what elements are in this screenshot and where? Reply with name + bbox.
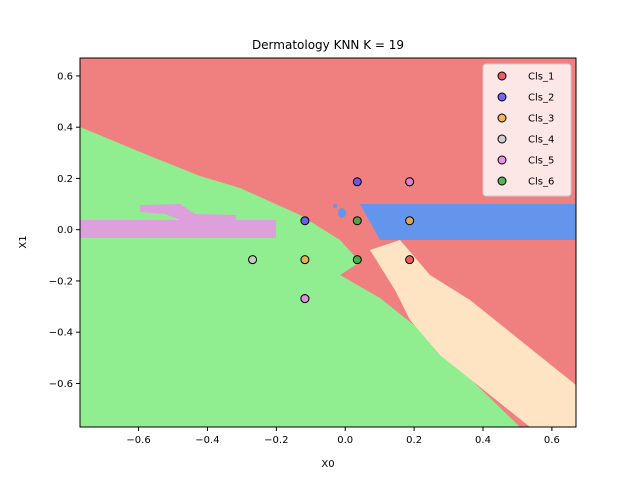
legend-marker-cls-6 [497,176,507,186]
x-tick-label: −0.6 [126,435,150,446]
region-cls-4 [370,240,576,427]
legend-marker-cls-2 [497,92,507,102]
data-points [248,177,415,304]
legend-label-cls-2: Cls_2 [528,93,554,104]
x-tick-label: 0.6 [544,435,560,446]
point-cls-6-1 [352,255,362,265]
legend-label-cls-3: Cls_3 [528,114,554,125]
point-cls-3-1 [300,255,310,265]
region-cls-2-blob-2 [333,204,337,208]
x-tick-label: 0.2 [406,435,422,446]
x-axis-label: X0 [321,459,334,470]
legend-label-cls-5: Cls_5 [528,156,554,167]
y-axis-label: X1 [18,235,29,248]
x-tick-label: 0.0 [337,435,353,446]
y-tick-label: 0.6 [57,71,73,82]
point-cls-5-1 [300,294,310,304]
y-tick-label: −0.6 [49,379,73,390]
chart-title: Dermatology KNN K = 19 [252,38,404,52]
point-cls-3-0 [405,216,415,226]
y-axis: −0.6 −0.4 −0.2 0.0 0.2 0.4 0.6 [49,71,80,390]
legend-label-cls-4: Cls_4 [528,135,554,146]
region-cls-6 [80,127,520,427]
point-cls-2-0 [352,177,362,187]
point-cls-4-1 [248,255,258,265]
point-cls-5-0 [405,177,415,187]
legend-marker-cls-5 [497,155,507,165]
region-cls-5-strip [80,220,276,238]
x-axis: −0.6 −0.4 −0.2 0.0 0.2 0.4 0.6 [126,427,560,446]
point-cls-2-1 [300,216,310,226]
plot-frame [79,57,577,428]
legend-label-cls-6: Cls_6 [528,177,554,188]
region-cls-2 [360,204,576,240]
legend-box [482,63,572,197]
legend-label-cls-1: Cls_1 [528,72,554,83]
y-tick-label: 0.4 [57,123,73,134]
point-cls-6-0 [352,216,362,226]
x-tick-label: −0.4 [195,435,219,446]
y-tick-label: 0.0 [57,225,73,236]
legend-marker-cls-4 [497,134,507,144]
region-cls-5-lobe [140,204,236,222]
y-tick-label: −0.4 [49,328,73,339]
x-tick-label: 0.4 [475,435,491,446]
legend-marker-cls-3 [497,113,507,123]
y-tick-label: −0.2 [49,276,73,287]
x-tick-label: −0.2 [264,435,288,446]
point-cls-1-1 [405,255,415,265]
legend-marker-cls-1 [497,71,507,81]
region-cls-2-blob [338,208,346,218]
legend: Cls_1 Cls_2 Cls_3 Cls_4 Cls_5 Cls_6 [482,63,572,197]
y-tick-label: 0.2 [57,174,73,185]
